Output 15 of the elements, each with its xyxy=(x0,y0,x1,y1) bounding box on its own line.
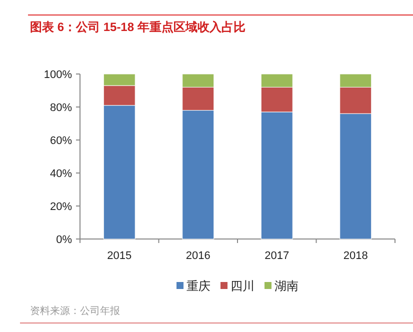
text: 资料来源：公司年报 xyxy=(30,305,120,317)
x-tick-label: 2017 xyxy=(264,250,290,262)
legend-label: 重庆 xyxy=(186,279,210,293)
y-tick-label: 0% xyxy=(56,234,72,246)
x-tick-label: 2015 xyxy=(107,250,132,262)
y-tick-label: 20% xyxy=(50,201,72,213)
chart-title: 图表 6：公司 15-18 年重点区域收入占比 xyxy=(30,20,246,34)
y-tick-label: 100% xyxy=(44,69,72,81)
y-tick-label: 60% xyxy=(50,135,72,147)
legend-label: 湖南 xyxy=(274,279,298,293)
x-tick-label: 2016 xyxy=(186,250,210,262)
legend-label: 四川 xyxy=(230,279,254,293)
y-tick-label: 40% xyxy=(50,168,72,180)
y-tick-label: 80% xyxy=(50,102,72,114)
x-tick-label: 2018 xyxy=(343,250,368,262)
